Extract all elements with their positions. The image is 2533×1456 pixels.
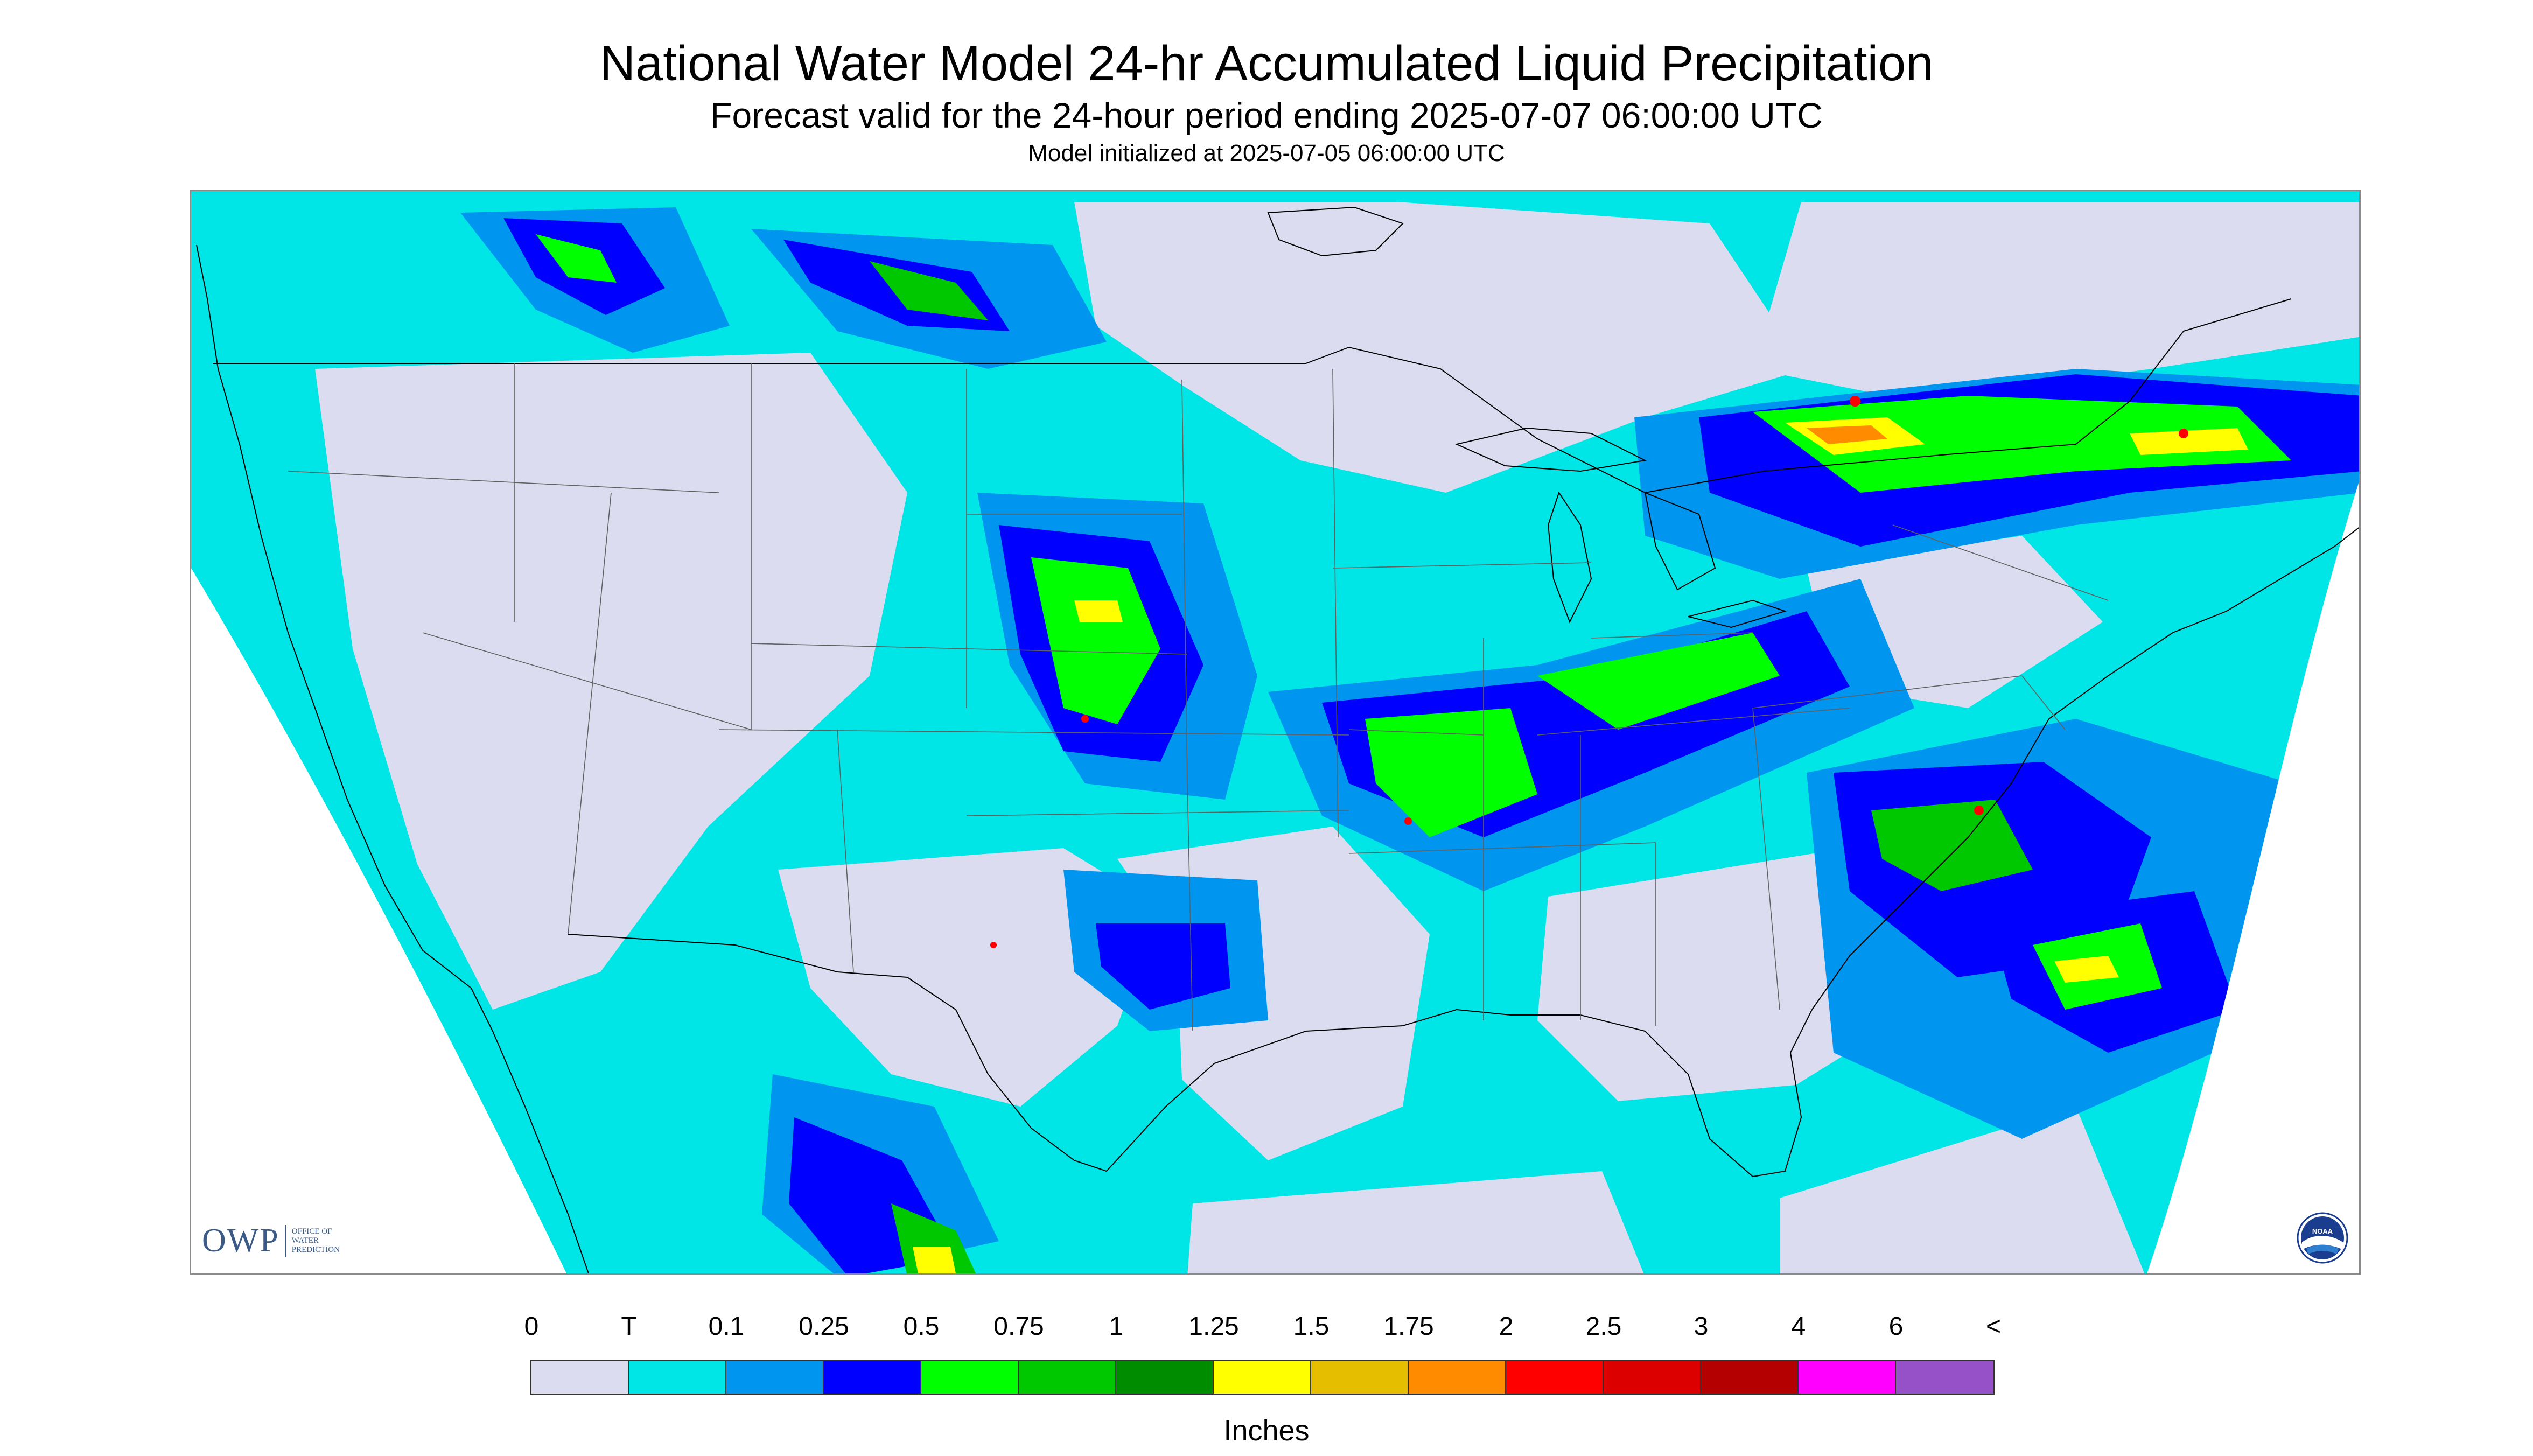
legend-swatch bbox=[1409, 1361, 1506, 1394]
owp-logo-subtext: OFFICE OF WATER PREDICTION bbox=[292, 1227, 340, 1255]
legend-swatch bbox=[1506, 1361, 1604, 1394]
precipitation-map-canvas bbox=[191, 191, 2359, 1273]
owp-logo: OWP OFFICE OF WATER PREDICTION bbox=[202, 1222, 340, 1260]
no-rain-gulf-west bbox=[1187, 1171, 1645, 1273]
legend-swatch bbox=[1604, 1361, 1701, 1394]
green-precip-ohio bbox=[1537, 633, 1780, 730]
legend-color-bar bbox=[530, 1360, 1995, 1395]
hudson-bay-outline bbox=[1267, 206, 1404, 257]
moderate-precip-texas bbox=[1096, 923, 1230, 1010]
green-precip-plains bbox=[1031, 557, 1160, 724]
legend-swatch bbox=[726, 1361, 824, 1394]
legend-swatch bbox=[1214, 1361, 1311, 1394]
green-precip-alberta bbox=[870, 261, 988, 320]
owp-logo-mark: OWP bbox=[202, 1222, 279, 1259]
lake-superior-outline bbox=[1454, 427, 1647, 472]
legend-swatch bbox=[921, 1361, 1019, 1394]
legend-label: 4 bbox=[1791, 1312, 1806, 1341]
legend-swatch bbox=[824, 1361, 921, 1394]
yellow-core-plains bbox=[1074, 600, 1123, 622]
no-rain-quebec bbox=[1753, 202, 2359, 401]
legend-labels: 0 T 0.1 0.25 0.5 0.75 1 1.25 1.5 1.75 2 2.5 3 4 6 < bbox=[0, 1312, 2533, 1344]
lake-michigan-outline bbox=[1547, 491, 1592, 624]
legend-swatch bbox=[1019, 1361, 1116, 1394]
legend-label: 0.75 bbox=[993, 1312, 1044, 1341]
red-core-carolina bbox=[1974, 806, 1984, 815]
no-rain-southern-canada bbox=[1074, 202, 1807, 493]
legend-swatch bbox=[1311, 1361, 1409, 1394]
no-rain-gulf-east bbox=[1780, 1107, 2146, 1273]
yellow-core-quebec bbox=[2130, 428, 2248, 455]
legend-label: 1.75 bbox=[1383, 1312, 1434, 1341]
legend-label: 0.25 bbox=[799, 1312, 849, 1341]
legend-unit-label: Inches bbox=[1223, 1415, 1310, 1447]
forecast-valid-subtitle: Forecast valid for the 24-hour period en… bbox=[710, 95, 1823, 135]
legend-label: 2 bbox=[1499, 1312, 1514, 1341]
no-rain-western-interior bbox=[315, 353, 907, 1010]
owp-logo-divider bbox=[284, 1224, 286, 1257]
legend-label: 6 bbox=[1888, 1312, 1904, 1341]
red-core-arkansas bbox=[1404, 817, 1412, 825]
canada-border-line bbox=[213, 298, 2292, 494]
legend-swatch bbox=[1701, 1361, 1799, 1394]
owp-logo-line-2: WATER bbox=[291, 1236, 319, 1245]
red-core-texas bbox=[990, 942, 997, 948]
noaa-seal-icon: NOAA bbox=[2297, 1212, 2348, 1264]
no-rain-southwest bbox=[778, 848, 1160, 1107]
legend-label: 3 bbox=[1694, 1312, 1709, 1341]
legend-label: 1.25 bbox=[1188, 1312, 1239, 1341]
red-core-great-lakes bbox=[1850, 396, 1860, 407]
legend-label: 0 bbox=[524, 1312, 539, 1341]
red-core-quebec bbox=[2179, 429, 2188, 438]
green-precip-areas bbox=[536, 234, 2291, 1273]
yellow-core-atlantic bbox=[2054, 956, 2119, 983]
mexico-border-line bbox=[568, 934, 1107, 1172]
legend-label: 1.5 bbox=[1293, 1312, 1330, 1341]
legend-label: 0.5 bbox=[903, 1312, 940, 1341]
gulf-coast-line bbox=[1106, 1009, 1813, 1178]
orange-core-great-lakes bbox=[1807, 425, 1887, 444]
owp-logo-line-3: PREDICTION bbox=[291, 1245, 340, 1254]
legend-swatch bbox=[531, 1361, 629, 1394]
legend-label: 0.1 bbox=[708, 1312, 745, 1341]
owp-logo-line-1: OFFICE OF bbox=[291, 1227, 332, 1236]
yellow-core-mexico bbox=[913, 1247, 956, 1273]
high-precip-cores bbox=[913, 396, 2248, 1273]
green-precip-mexico bbox=[891, 1203, 977, 1273]
east-coast-line bbox=[1811, 527, 2359, 1010]
red-core-plains bbox=[1081, 715, 1089, 723]
west-coast-line bbox=[196, 244, 589, 1273]
legend-label: 1 bbox=[1109, 1312, 1124, 1341]
legend-swatch bbox=[1799, 1361, 1896, 1394]
noaa-logo-text: NOAA bbox=[2312, 1227, 2333, 1235]
legend-label: 2.5 bbox=[1585, 1312, 1622, 1341]
lake-huron-outline bbox=[1644, 492, 1716, 591]
green-precip-bc bbox=[536, 234, 617, 283]
map-title: National Water Model 24-hr Accumulated L… bbox=[599, 36, 1934, 91]
state-boundary-lines bbox=[288, 363, 2109, 1032]
legend-label: T bbox=[621, 1312, 637, 1341]
green-precip-missouri bbox=[1365, 708, 1537, 837]
lake-erie-outline bbox=[1688, 599, 1787, 628]
green-precip-carolinas bbox=[1871, 800, 2033, 891]
legend-swatch bbox=[1896, 1361, 1993, 1394]
boundary-lines bbox=[196, 206, 2359, 1273]
legend-swatch bbox=[629, 1361, 726, 1394]
legend-swatch bbox=[1116, 1361, 1214, 1394]
model-init-text: Model initialized at 2025-07-05 06:00:00… bbox=[1028, 140, 1505, 166]
legend-label: < bbox=[1985, 1312, 2002, 1341]
precipitation-map: OWP OFFICE OF WATER PREDICTION NOAA bbox=[190, 190, 2361, 1275]
